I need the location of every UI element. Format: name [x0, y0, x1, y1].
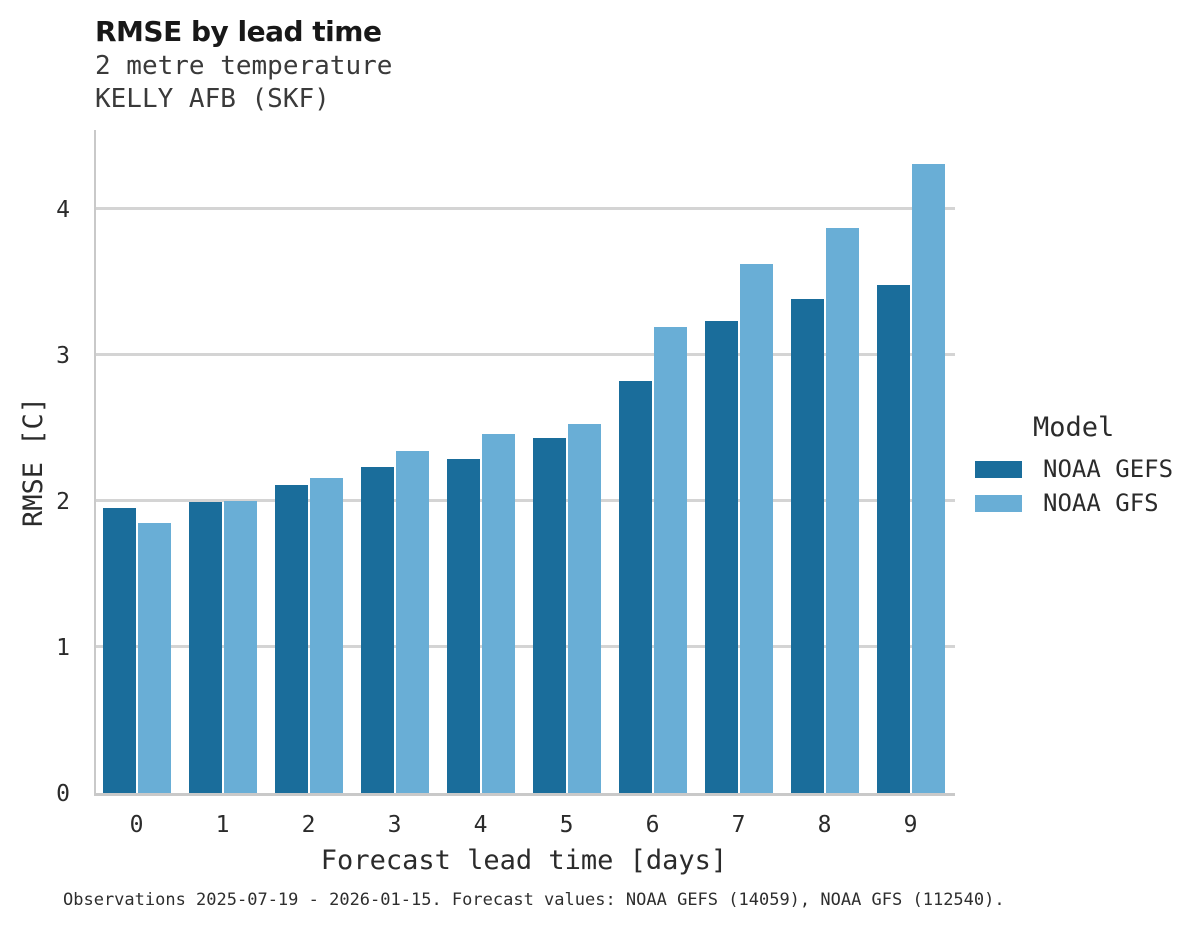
legend-item-noaa-gefs: NOAA GEFS [975, 455, 1173, 483]
y-tick-1: 1 [56, 634, 70, 661]
caption: Observations 2025-07-19 - 2026-01-15. Fo… [63, 890, 1005, 910]
x-tick-6: 6 [645, 812, 660, 838]
bar-noaa-gefs-lead-3 [360, 467, 394, 793]
bar-noaa-gfs-lead-2 [309, 478, 343, 793]
legend-title: Model [1033, 412, 1115, 443]
legend-item-noaa-gfs: NOAA GFS [975, 489, 1173, 517]
bar-noaa-gfs-lead-3 [395, 451, 429, 793]
bar-noaa-gfs-lead-9 [911, 164, 945, 793]
y-tick-3: 3 [56, 342, 70, 369]
legend-label: NOAA GFS [1043, 489, 1159, 517]
bar-noaa-gfs-lead-5 [567, 424, 601, 793]
bar-noaa-gfs-lead-0 [137, 523, 171, 793]
chart-subtitle-station: KELLY AFB (SKF) [95, 84, 330, 114]
y-tick-2: 2 [56, 488, 70, 515]
bar-noaa-gfs-lead-8 [825, 228, 859, 793]
bar-noaa-gefs-lead-8 [790, 299, 824, 793]
x-tick-3: 3 [387, 812, 402, 838]
x-tick-9: 9 [903, 812, 918, 838]
bar-noaa-gefs-lead-5 [532, 438, 566, 793]
legend-swatch-noaa-gefs [975, 460, 1022, 478]
chart-title: RMSE by lead time [95, 15, 382, 48]
y-tick-4: 4 [56, 196, 70, 223]
x-tick-1: 1 [215, 812, 230, 838]
bar-noaa-gfs-lead-6 [653, 327, 687, 793]
bar-noaa-gfs-lead-1 [223, 501, 257, 793]
x-tick-8: 8 [817, 812, 832, 838]
legend-label: NOAA GEFS [1043, 455, 1174, 483]
gridline-y-4 [96, 207, 955, 211]
x-axis-title: Forecast lead time [days] [320, 845, 728, 876]
bar-noaa-gefs-lead-9 [876, 285, 910, 793]
x-tick-0: 0 [129, 812, 144, 838]
x-tick-2: 2 [301, 812, 316, 838]
bar-noaa-gefs-lead-7 [704, 321, 738, 793]
gridline-y-1 [96, 645, 955, 649]
chart-subtitle-variable: 2 metre temperature [95, 51, 393, 81]
x-tick-5: 5 [559, 812, 574, 838]
legend-swatch-noaa-gfs [975, 494, 1022, 512]
x-tick-4: 4 [473, 812, 488, 838]
plot-area [94, 130, 955, 796]
bar-noaa-gefs-lead-4 [446, 459, 480, 793]
legend: Model NOAA GEFS NOAA GFS [975, 412, 1173, 523]
bar-noaa-gfs-lead-4 [481, 434, 515, 793]
y-tick-0: 0 [56, 781, 70, 807]
bar-noaa-gefs-lead-6 [618, 381, 652, 793]
bar-noaa-gefs-lead-1 [188, 502, 222, 793]
legend-items: NOAA GEFS NOAA GFS [975, 455, 1173, 517]
bar-noaa-gefs-lead-2 [274, 485, 308, 793]
x-tick-7: 7 [731, 812, 746, 838]
chart-header: RMSE by lead time 2 metre temperature KE… [95, 14, 392, 116]
gridline-y-3 [96, 353, 955, 357]
bar-noaa-gefs-lead-0 [102, 508, 136, 793]
gridline-y-2 [96, 499, 955, 503]
bar-noaa-gfs-lead-7 [739, 264, 773, 793]
